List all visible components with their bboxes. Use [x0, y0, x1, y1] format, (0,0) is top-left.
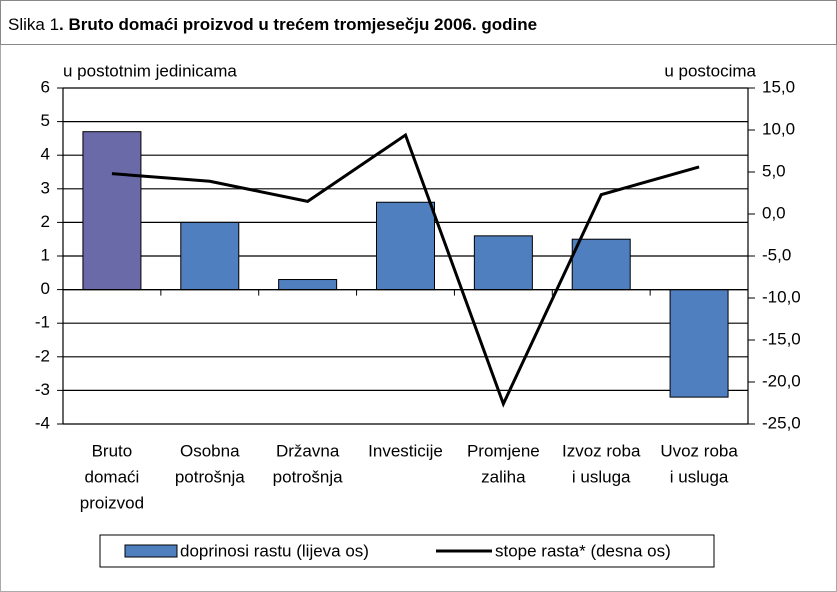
bar: [82, 131, 142, 291]
y2-tick-label: -20,0: [762, 371, 801, 390]
bar: [376, 201, 435, 291]
bar: [669, 289, 729, 398]
y2-tick-label: -5,0: [762, 245, 791, 264]
y2-tick-label: -10,0: [762, 287, 801, 306]
x-tick-label: domaći: [85, 467, 140, 486]
x-tick-label: potrošnja: [175, 467, 245, 486]
x-tick-label: Državna: [276, 441, 340, 460]
y-tick-label: 4: [41, 145, 50, 164]
bar: [571, 238, 631, 291]
x-tick-label: Promjene: [467, 441, 540, 460]
y2-tick-label: 0,0: [762, 203, 786, 222]
title-bar: [0, 0, 837, 45]
y-tick-label: 1: [41, 245, 50, 264]
legend-swatch: [124, 544, 178, 558]
title: . Bruto domaći proizvod u trećem tromjes…: [59, 15, 537, 34]
x-tick-label: Osobna: [180, 441, 240, 460]
y2-tick-label: 5,0: [762, 161, 786, 180]
x-tick-label: i usluga: [572, 467, 631, 486]
y2-axis-label: u postocima: [664, 61, 756, 80]
y-tick-label: 2: [41, 212, 50, 231]
y-tick-label: 0: [41, 279, 50, 298]
y2-tick-label: -25,0: [762, 413, 801, 432]
y-axis-label: u postotnim jedinicama: [63, 61, 237, 80]
y-tick-label: -1: [35, 313, 50, 332]
figure-label: Slika 1: [8, 15, 59, 34]
x-tick-label: proizvod: [80, 493, 144, 512]
x-tick-label: Investicije: [368, 441, 443, 460]
x-tick-label: i usluga: [670, 467, 729, 486]
legend-label: stope rasta* (desna os): [495, 541, 671, 560]
x-tick-label: zaliha: [481, 467, 526, 486]
y-tick-label: 3: [41, 178, 50, 197]
y-tick-label: -2: [35, 346, 50, 365]
y2-tick-label: 15,0: [762, 77, 795, 96]
chart-title: Slika 1. Bruto domaći proizvod u trećem …: [8, 15, 537, 34]
y-tick-label: 6: [41, 77, 50, 96]
line: [111, 132, 700, 408]
bar: [278, 279, 338, 291]
bar: [180, 221, 240, 291]
y-tick-label: 5: [41, 111, 50, 130]
y2-tick-label: 10,0: [762, 119, 795, 138]
x-tick-label: potrošnja: [273, 467, 343, 486]
x-tick-label: Izvoz roba: [562, 441, 641, 460]
y2-tick-label: -15,0: [762, 329, 801, 348]
x-tick-label: Bruto: [92, 441, 133, 460]
bar: [473, 235, 533, 291]
y-tick-label: -3: [35, 380, 50, 399]
legend: [99, 534, 715, 568]
legend-label: doprinosi rastu (lijeva os): [180, 541, 369, 560]
x-tick-label: Uvoz roba: [660, 441, 738, 460]
y-tick-label: -4: [35, 413, 50, 432]
